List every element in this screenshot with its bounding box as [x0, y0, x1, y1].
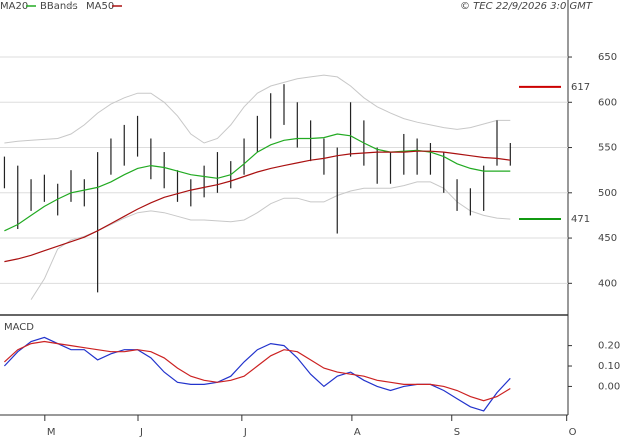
- x-tick-label: A: [354, 427, 361, 438]
- y-tick-label: 650: [598, 52, 617, 63]
- legend-label: MA50: [86, 1, 114, 12]
- y-tick-label: 0.20: [598, 341, 620, 352]
- macd-title: MACD: [4, 322, 34, 333]
- y-tick-label: 0.00: [598, 381, 620, 392]
- macd-line: [3, 336, 511, 412]
- macd-line: [3, 340, 511, 402]
- x-tick-label: J: [243, 427, 247, 438]
- legend-label: BBands: [40, 1, 78, 12]
- level-label: 471: [571, 214, 590, 225]
- y-tick-label: 550: [598, 143, 617, 154]
- x-tick-label: S: [454, 427, 460, 438]
- bband-upper: [4, 74, 511, 144]
- y-tick-label: 600: [598, 97, 617, 108]
- y-tick-label: 0.10: [598, 361, 620, 372]
- source: © TEC 22/9/2026 3:0 GMT: [460, 1, 593, 12]
- y-tick-label: 450: [598, 233, 617, 244]
- legend-label: MA20: [0, 1, 28, 12]
- moving-average: [4, 150, 511, 263]
- x-tick-label: M: [47, 427, 56, 438]
- y-tick-label: 500: [598, 188, 617, 199]
- x-tick-label: J: [139, 427, 143, 438]
- x-tick-label: O: [569, 427, 577, 438]
- bband-lower: [30, 181, 511, 300]
- level-label: 617: [571, 82, 590, 93]
- y-tick-label: 400: [598, 278, 617, 289]
